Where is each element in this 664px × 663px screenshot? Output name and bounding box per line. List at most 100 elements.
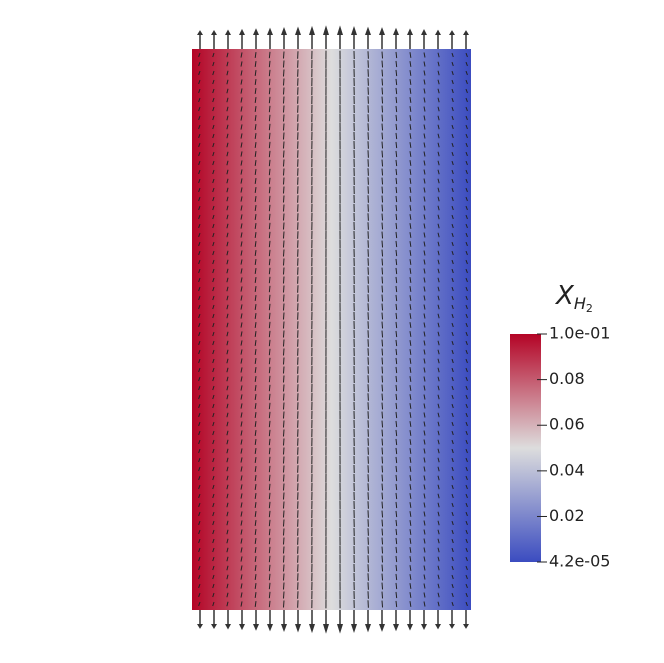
velocity-glyph — [282, 591, 285, 599]
velocity-glyph — [381, 222, 384, 230]
velocity-glyph — [409, 187, 412, 193]
velocity-glyph — [437, 565, 440, 571]
velocity-glyph — [437, 484, 440, 490]
velocity-glyph — [268, 249, 271, 257]
velocity-glyph — [451, 493, 454, 499]
velocity-glyph — [282, 528, 285, 536]
velocity-glyph — [451, 376, 454, 382]
velocity-glyph — [465, 583, 468, 589]
velocity-glyph — [212, 160, 215, 166]
velocity-glyph — [240, 547, 243, 553]
colorbar-tick-label: 1.0e-01 — [549, 324, 610, 343]
velocity-glyph — [395, 60, 398, 68]
velocity-glyph — [395, 474, 398, 482]
velocity-glyph — [451, 259, 454, 265]
velocity-glyph — [465, 466, 468, 472]
velocity-glyph — [254, 439, 257, 445]
velocity-glyph — [268, 159, 271, 167]
velocity-glyph — [198, 277, 201, 283]
velocity-glyph — [409, 169, 412, 175]
velocity-glyph — [465, 286, 468, 292]
velocity-glyph — [465, 223, 468, 229]
velocity-glyph — [240, 484, 243, 490]
velocity-glyph — [282, 87, 285, 95]
velocity-glyph — [240, 250, 243, 256]
velocity-glyph — [381, 393, 384, 401]
velocity-glyph — [226, 538, 229, 544]
velocity-glyph — [240, 61, 243, 67]
velocity-glyph — [465, 349, 468, 355]
velocity-glyph — [381, 276, 384, 284]
velocity-glyph — [282, 249, 285, 257]
velocity-glyph — [268, 231, 271, 239]
velocity-glyph — [381, 132, 384, 140]
velocity-glyph — [451, 70, 454, 76]
velocity-glyph — [381, 501, 384, 509]
arrow-head — [197, 624, 203, 629]
velocity-glyph — [226, 223, 229, 229]
velocity-glyph — [212, 250, 215, 256]
velocity-glyph — [381, 114, 384, 122]
velocity-glyph — [395, 384, 398, 392]
velocity-glyph — [395, 204, 398, 212]
velocity-glyph — [268, 141, 271, 149]
velocity-glyph — [423, 115, 426, 121]
velocity-glyph — [282, 330, 285, 338]
velocity-glyph — [240, 556, 243, 562]
velocity-glyph — [268, 546, 271, 554]
velocity-glyph — [395, 537, 398, 545]
velocity-glyph — [423, 322, 426, 328]
velocity-glyph — [395, 303, 398, 311]
velocity-glyph — [409, 448, 412, 454]
velocity-glyph — [437, 385, 440, 391]
velocity-glyph — [395, 51, 398, 59]
velocity-glyph — [381, 312, 384, 320]
velocity-glyph — [226, 133, 229, 139]
arrow-head — [435, 624, 441, 630]
velocity-glyph — [437, 277, 440, 283]
velocity-glyph — [423, 511, 426, 517]
velocity-glyph — [198, 241, 201, 247]
velocity-glyph — [226, 286, 229, 292]
velocity-glyph — [423, 313, 426, 319]
velocity-glyph — [409, 196, 412, 202]
arrow-head — [365, 26, 371, 35]
colorbar-tick-label: 0.08 — [549, 369, 585, 388]
velocity-glyph — [254, 601, 257, 607]
velocity-glyph — [423, 421, 426, 427]
velocity-glyph — [437, 169, 440, 175]
arrow-head — [281, 624, 287, 632]
velocity-glyph — [381, 483, 384, 491]
arrow-head — [295, 26, 301, 35]
velocity-glyph — [395, 123, 398, 131]
velocity-glyph — [465, 475, 468, 481]
velocity-glyph — [465, 403, 468, 409]
velocity-glyph — [381, 60, 384, 68]
velocity-glyph — [465, 124, 468, 130]
velocity-glyph — [423, 214, 426, 220]
velocity-glyph — [240, 565, 243, 571]
velocity-glyph — [282, 393, 285, 401]
velocity-glyph — [409, 430, 412, 436]
velocity-glyph — [437, 394, 440, 400]
velocity-glyph — [268, 177, 271, 185]
velocity-glyph — [395, 591, 398, 599]
velocity-glyph — [268, 213, 271, 221]
velocity-glyph — [465, 241, 468, 247]
velocity-glyph — [465, 592, 468, 598]
velocity-glyph — [198, 394, 201, 400]
velocity-glyph — [198, 565, 201, 571]
velocity-glyph — [409, 241, 412, 247]
velocity-glyph — [254, 286, 257, 292]
velocity-glyph — [395, 96, 398, 104]
velocity-glyph — [254, 295, 257, 301]
velocity-glyph — [282, 402, 285, 410]
arrow-head — [407, 28, 413, 35]
velocity-glyph — [437, 304, 440, 310]
velocity-glyph — [465, 529, 468, 535]
velocity-glyph — [240, 493, 243, 499]
velocity-glyph — [226, 97, 229, 103]
velocity-glyph — [423, 457, 426, 463]
velocity-glyph — [212, 133, 215, 139]
velocity-glyph — [395, 357, 398, 365]
